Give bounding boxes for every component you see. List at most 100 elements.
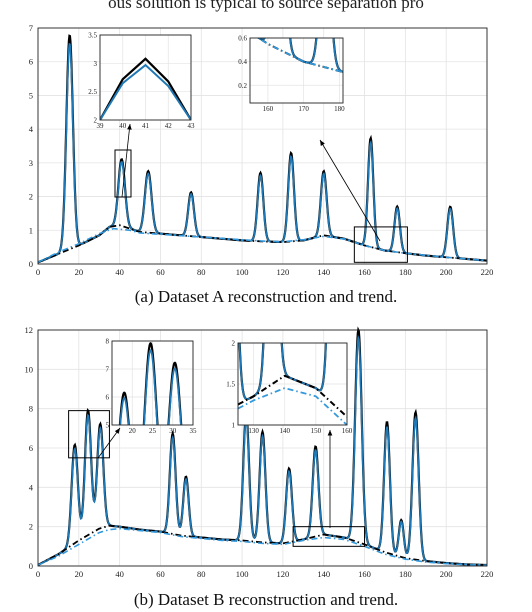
y-tick-label: 2 bbox=[29, 192, 33, 202]
inset-reconstruction-line bbox=[100, 63, 191, 120]
y-tick-label: 5 bbox=[29, 90, 33, 100]
x-tick-label: 0 bbox=[36, 569, 40, 579]
inset-y-tick-label: 0.2 bbox=[238, 82, 247, 90]
inset-plot: 39 40 41 42 43 2 2.5 3 3.5 bbox=[88, 32, 195, 131]
inset-y-tick-label: 6 bbox=[106, 394, 110, 402]
y-tick-label: 6 bbox=[29, 443, 33, 453]
inset-y-tick-label: 5 bbox=[106, 422, 110, 430]
axes-frame bbox=[37, 27, 488, 265]
inset-y-tick-label: 2 bbox=[94, 117, 98, 125]
inset-reconstruction-line bbox=[119, 349, 182, 425]
inset-x-tick-label: 140 bbox=[279, 427, 290, 435]
x-tick-label: 160 bbox=[358, 267, 371, 277]
inset-y-tick-label: 3 bbox=[94, 60, 98, 68]
trend-reference-line bbox=[37, 524, 488, 566]
x-tick-label: 220 bbox=[481, 267, 494, 277]
arrow-head bbox=[327, 430, 333, 436]
inset-trend-reference-line bbox=[238, 374, 347, 418]
inset-x-tick-label: 43 bbox=[188, 122, 196, 130]
y-tick-label: 4 bbox=[29, 124, 34, 134]
caption-a: (a) Dataset A reconstruction and trend. bbox=[134, 287, 398, 306]
inset-x-tick-label: 41 bbox=[142, 122, 150, 130]
y-tick-label: 3 bbox=[29, 158, 33, 168]
inset-y-tick-label: 1 bbox=[232, 422, 236, 430]
inset-frame bbox=[99, 34, 192, 121]
x-tick-label: 160 bbox=[358, 569, 371, 579]
y-tick-label: 0 bbox=[29, 259, 33, 269]
axes-frame bbox=[37, 329, 488, 567]
inset-x-tick-label: 180 bbox=[334, 105, 345, 113]
x-tick-label: 100 bbox=[236, 569, 249, 579]
inset-y-tick-label: 8 bbox=[106, 338, 110, 346]
inset-x-tick-label: 160 bbox=[342, 427, 353, 435]
x-tick-label: 120 bbox=[277, 267, 290, 277]
zoom-arrow bbox=[121, 123, 131, 198]
y-tick-label: 4 bbox=[29, 482, 34, 492]
inset-x-tick-label: 30 bbox=[169, 427, 177, 435]
inset-x-tick-label: 25 bbox=[149, 427, 157, 435]
chart-b: 0 20 40 60 80 100 120 140 160 180 200 2200246810122… bbox=[25, 325, 494, 579]
inset-reconstruction-line bbox=[257, 38, 343, 73]
x-tick-label: 140 bbox=[317, 267, 330, 277]
inset-frame bbox=[249, 37, 344, 104]
x-tick-label: 180 bbox=[399, 267, 412, 277]
x-tick-label: 60 bbox=[156, 267, 165, 277]
x-tick-label: 200 bbox=[440, 267, 453, 277]
inset-x-tick-label: 35 bbox=[190, 427, 198, 435]
y-tick-label: 6 bbox=[29, 57, 33, 67]
inset-trend-estimate-line bbox=[238, 387, 347, 425]
y-tick-label: 1 bbox=[29, 225, 33, 235]
inset-x-tick-label: 20 bbox=[129, 427, 137, 435]
x-tick-label: 220 bbox=[481, 569, 494, 579]
zoom-box bbox=[68, 410, 110, 459]
zoom-box bbox=[114, 149, 132, 198]
x-tick-label: 80 bbox=[197, 569, 206, 579]
x-tick-label: 60 bbox=[156, 569, 165, 579]
inset-x-tick-label: 42 bbox=[165, 122, 173, 130]
inset-x-tick-label: 150 bbox=[311, 427, 322, 435]
header-text: ous solution is typical to source separa… bbox=[108, 0, 424, 12]
arrow-head bbox=[320, 140, 325, 146]
inset-y-tick-label: 2 bbox=[232, 340, 236, 348]
inset-y-tick-label: 2.5 bbox=[88, 88, 97, 96]
inset-x-tick-label: 40 bbox=[119, 122, 127, 130]
inset-trend-estimate-line bbox=[256, 38, 343, 73]
inset-y-tick-label: 0.4 bbox=[238, 58, 247, 66]
inset-curves bbox=[256, 38, 343, 73]
inset-x-tick-label: 130 bbox=[248, 427, 259, 435]
chart-a: 0 20 40 60 80 100 120 140 160 180 200 220 0 1 2 3 4 5 6 7 39… bbox=[29, 23, 494, 277]
y-tick-label: 8 bbox=[29, 404, 33, 414]
inset-plot: 20 25 30 35 5 6 7 8 bbox=[106, 338, 198, 436]
x-tick-label: 20 bbox=[75, 267, 84, 277]
x-tick-label: 200 bbox=[440, 569, 453, 579]
zoom-arrow bbox=[319, 139, 381, 242]
inset-curves bbox=[100, 57, 191, 120]
inset-x-tick-label: 160 bbox=[263, 105, 274, 113]
x-tick-label: 0 bbox=[36, 267, 40, 277]
inset-plot: 160 170 180 0.2 0.4 0.6 bbox=[238, 35, 345, 114]
arrow-head bbox=[114, 428, 120, 434]
inset-curves bbox=[118, 342, 183, 425]
trend-estimate-line bbox=[37, 527, 488, 567]
inset-x-tick-label: 39 bbox=[97, 122, 105, 130]
inset-y-tick-label: 0.6 bbox=[238, 35, 247, 43]
zoom-box bbox=[353, 226, 408, 263]
inset-y-tick-label: 7 bbox=[106, 366, 110, 374]
zoom-arrow bbox=[97, 427, 121, 459]
inset-frame bbox=[111, 340, 194, 426]
x-tick-label: 100 bbox=[236, 267, 249, 277]
arrow-head bbox=[127, 124, 132, 130]
inset-plot: 130 140 150 160 1 1.5 2 bbox=[226, 340, 353, 436]
trend-estimate-line bbox=[37, 227, 488, 264]
x-tick-label: 40 bbox=[115, 267, 124, 277]
x-tick-label: 40 bbox=[115, 569, 124, 579]
x-tick-label: 140 bbox=[317, 569, 330, 579]
y-tick-label: 10 bbox=[25, 364, 34, 374]
y-tick-label: 2 bbox=[29, 522, 33, 532]
inset-frame bbox=[237, 342, 348, 426]
inset-background bbox=[250, 38, 343, 103]
inset-y-tick-label: 3.5 bbox=[88, 32, 97, 40]
y-tick-label: 0 bbox=[29, 561, 33, 571]
inset-reference-line bbox=[100, 57, 191, 120]
